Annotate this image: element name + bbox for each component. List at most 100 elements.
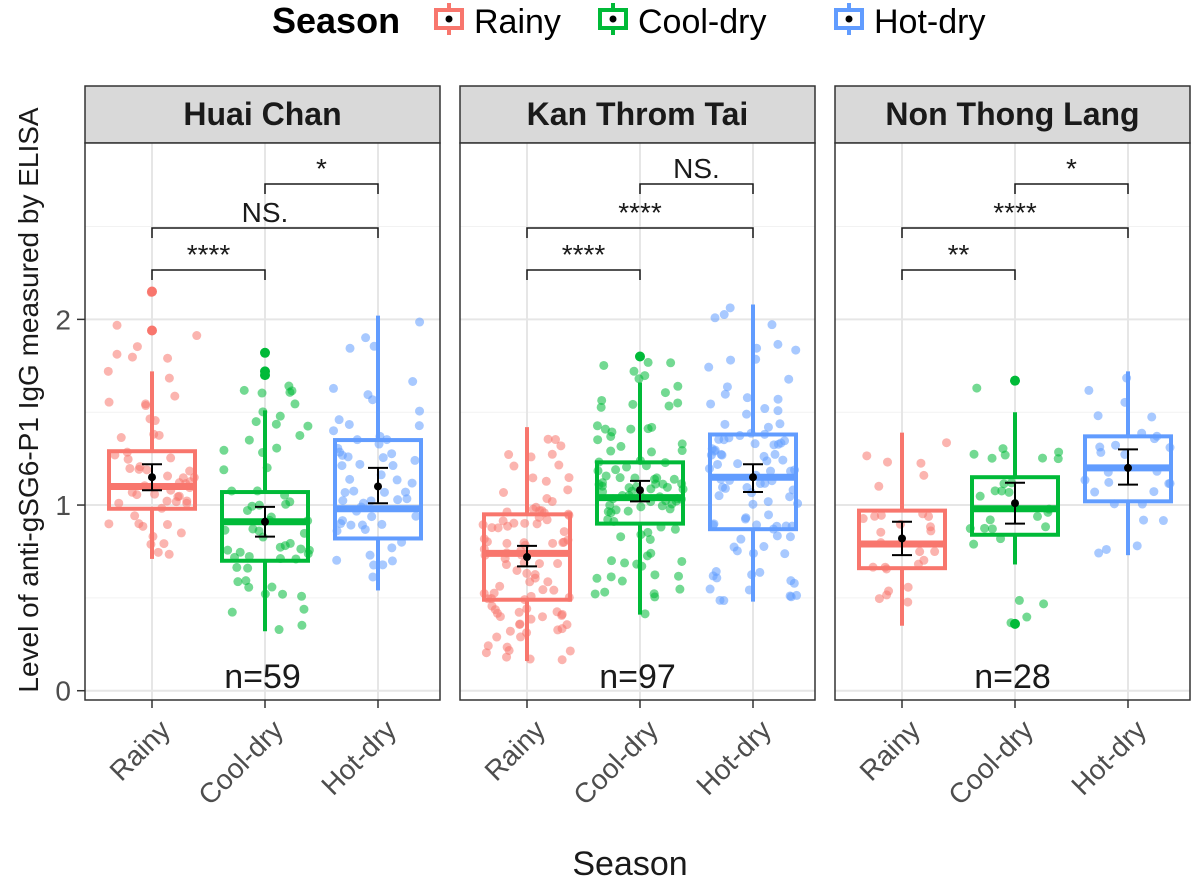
jitter-point: [645, 534, 655, 544]
significance-label: *: [1066, 153, 1077, 184]
jitter-point: [112, 349, 122, 359]
jitter-point: [125, 463, 135, 473]
jitter-point: [1139, 515, 1149, 525]
jitter-point: [1104, 477, 1114, 487]
jitter-point: [660, 388, 670, 398]
jitter-point: [159, 539, 169, 549]
jitter-point: [1132, 541, 1142, 551]
jitter-point: [942, 438, 952, 448]
jitter-point: [759, 541, 769, 551]
jitter-point: [924, 511, 934, 521]
jitter-point: [483, 641, 493, 651]
comparison-bracket: *: [264, 153, 379, 194]
jitter-point: [606, 431, 616, 441]
bracket-line: [264, 183, 379, 194]
jitter-point: [750, 439, 760, 449]
jitter-point: [239, 385, 249, 395]
jitter-point: [123, 454, 133, 464]
jitter-point: [492, 608, 502, 618]
jitter-point: [640, 609, 650, 619]
jitter-point: [387, 543, 397, 553]
n-label: n=59: [224, 658, 301, 696]
plot-area: [85, 143, 440, 700]
comparison-bracket: **: [901, 239, 1016, 280]
jitter-point: [596, 402, 606, 412]
jitter-point: [344, 419, 354, 429]
jitter-point: [114, 498, 124, 508]
jitter-point: [257, 388, 267, 398]
bracket-line: [901, 269, 1016, 280]
jitter-point: [674, 571, 684, 581]
jitter-point: [665, 504, 675, 514]
jitter-point: [349, 486, 359, 496]
jitter-point: [720, 389, 730, 399]
significance-label: **: [948, 239, 970, 270]
jitter-point: [357, 520, 367, 530]
jitter-point: [732, 546, 742, 556]
jitter-point: [710, 313, 720, 323]
jitter-point: [969, 449, 979, 459]
jitter-point: [553, 559, 563, 569]
box: [595, 460, 685, 526]
jitter-point: [534, 559, 544, 569]
jitter-point: [670, 524, 680, 534]
facet-title: Huai Chan: [183, 96, 341, 132]
jitter-point: [673, 398, 683, 408]
jitter-point: [346, 520, 356, 530]
jitter-point: [969, 539, 979, 549]
jitter-point: [487, 601, 497, 611]
jitter-point: [972, 383, 982, 393]
jitter-point: [1111, 440, 1121, 450]
jitter-point: [611, 465, 621, 475]
legend-key-point: [609, 15, 617, 23]
jitter-point: [755, 567, 765, 577]
mean-point: [261, 517, 269, 526]
jitter-point: [755, 479, 765, 489]
jitter-point: [244, 435, 254, 445]
jitter-point: [711, 567, 721, 577]
significance-label: ****: [187, 239, 231, 270]
jitter-point: [542, 515, 552, 525]
jitter-point: [414, 421, 424, 431]
jitter-point: [1149, 487, 1159, 497]
jitter-point: [338, 516, 348, 526]
jitter-point: [355, 459, 365, 469]
jitter-point: [271, 419, 281, 429]
legend-label: Hot-dry: [874, 3, 985, 41]
jitter-point: [1084, 385, 1094, 395]
jitter-point: [410, 455, 420, 465]
jitter-point: [548, 538, 558, 548]
jitter-point: [726, 355, 736, 365]
jitter-point: [297, 591, 307, 601]
jitter-point: [332, 555, 342, 565]
mean-point: [374, 482, 382, 491]
jitter-point: [773, 339, 783, 349]
group-rainy: [478, 427, 575, 665]
jitter-point: [233, 577, 243, 587]
jitter-point: [916, 458, 926, 468]
jitter-point: [528, 473, 538, 483]
comparison-bracket: ****: [151, 239, 266, 280]
jitter-point: [763, 422, 773, 432]
jitter-point: [541, 476, 551, 486]
jitter-point: [367, 512, 377, 522]
jitter-point: [415, 406, 425, 416]
jitter-point: [725, 303, 735, 313]
jitter-point: [509, 518, 519, 528]
jitter-point: [504, 645, 514, 655]
jitter-point: [103, 366, 113, 376]
jitter-point: [290, 399, 300, 409]
jitter-point: [232, 562, 242, 572]
jitter-point: [377, 519, 387, 529]
jitter-point: [643, 357, 653, 367]
group-hot-dry: [704, 303, 803, 606]
jitter-points: [704, 303, 803, 606]
mean-point: [898, 534, 906, 543]
jitter-point: [766, 466, 776, 476]
jitter-point: [551, 435, 561, 445]
jitter-point: [601, 471, 611, 481]
jitter-point: [722, 382, 732, 392]
jitter-point: [299, 604, 309, 614]
jitter-point: [606, 446, 616, 456]
